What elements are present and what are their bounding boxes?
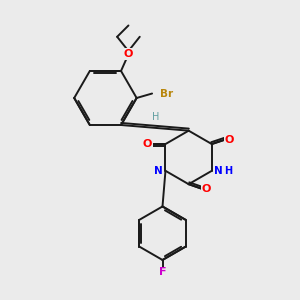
Text: O: O [201, 184, 211, 194]
Text: F: F [159, 268, 166, 278]
Text: O: O [124, 49, 133, 59]
Text: N: N [214, 166, 223, 176]
Text: O: O [225, 135, 234, 145]
Text: H: H [152, 112, 159, 122]
Text: N: N [154, 166, 163, 176]
Text: O: O [143, 139, 152, 149]
Text: Br: Br [160, 88, 173, 98]
Text: H: H [224, 166, 232, 176]
